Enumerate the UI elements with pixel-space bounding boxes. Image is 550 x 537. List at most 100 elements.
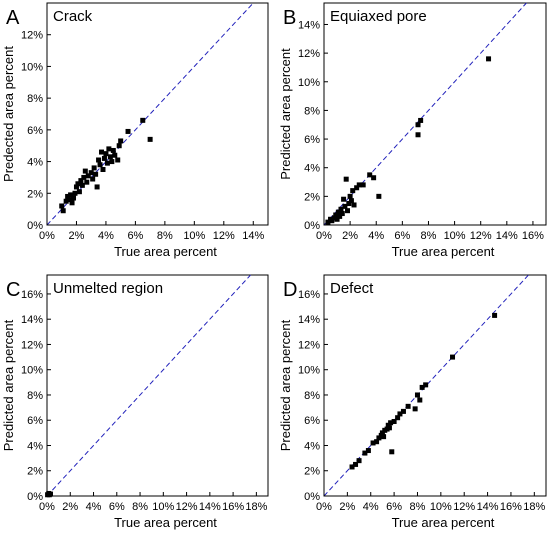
data-point (346, 201, 352, 207)
data-point (349, 464, 355, 470)
data-point (412, 406, 418, 412)
x-tick-label: 6% (127, 230, 143, 242)
data-point (415, 122, 421, 128)
panel-d: 0% 2% 4% 6% 8% 10% 12% 14% 16% 18%0%2%4%6%8%10%12… (278, 274, 547, 530)
data-point (325, 219, 331, 225)
panel-b: 0% 2% 4% 6% 8% 10% 12% 14% 16% 0% 2% 4% 6% 8% 10% 12% 14… (278, 2, 547, 259)
panel-a: 0% 2% 4% 6% 8% 10% 12% 14%0%2%4%6%8%10%12%A Crac… (1, 2, 269, 259)
panel-letter: A (6, 7, 20, 29)
y-axis-title: Predicted area percent (278, 48, 293, 180)
data-point (331, 215, 337, 221)
data-point (415, 132, 421, 138)
data-point (90, 176, 96, 182)
data-point (100, 167, 106, 172)
x-tick-label: 18% (245, 501, 267, 513)
data-point (47, 491, 53, 497)
data-point (419, 384, 425, 390)
panel-title: Unmelted region (53, 280, 163, 297)
data-point (347, 193, 353, 199)
y-tick-label: 12% (298, 48, 320, 60)
x-tick-label: 16% (522, 230, 544, 242)
data-point (360, 182, 366, 188)
data-point (450, 354, 456, 360)
data-point (82, 168, 88, 174)
data-point (73, 184, 79, 190)
data-point (395, 415, 401, 421)
y-tick-label: 12% (298, 339, 320, 351)
y-tick-label: 6% (304, 134, 320, 146)
data-point (343, 176, 349, 182)
panel-letter: D (283, 279, 297, 301)
x-tick-label: 0% (39, 501, 55, 513)
data-point (107, 154, 113, 160)
data-point (353, 461, 359, 467)
y-axis-title: Predicted area percent (278, 319, 293, 451)
y-tick-label: 6% (304, 415, 320, 427)
data-point (414, 392, 420, 398)
x-tick-label: 2% (69, 230, 85, 242)
data-point (118, 138, 124, 144)
data-point (400, 408, 406, 414)
data-point (389, 449, 395, 455)
y-axis-title: Predicted area percent (1, 319, 16, 451)
data-point (60, 208, 66, 214)
data-point (103, 151, 109, 157)
x-tick-label: 16% (222, 501, 244, 513)
data-point (85, 173, 91, 179)
data-point (417, 397, 423, 403)
data-point (391, 418, 397, 424)
x-tick-label: 0% (316, 230, 332, 242)
y-tick-label: 8% (304, 105, 320, 117)
x-tick-label: 4% (363, 501, 379, 513)
data-point (104, 160, 110, 166)
data-point (376, 435, 382, 441)
x-tick-label: 10% (183, 230, 205, 242)
data-point (115, 157, 121, 163)
y-tick-label: 6% (27, 415, 43, 427)
panel-title: Crack (53, 8, 93, 25)
data-point (381, 434, 387, 440)
data-point (76, 189, 82, 195)
data-point (59, 203, 65, 209)
x-tick-label: 6% (109, 501, 125, 513)
y-tick-label: 0% (27, 220, 43, 232)
data-point (96, 157, 102, 163)
y-tick-label: 2% (27, 188, 43, 200)
x-axis-title: True area percent (114, 244, 217, 259)
x-axis-title: True area percent (392, 244, 495, 259)
x-tick-label: 2% (339, 501, 355, 513)
plot-frame (323, 2, 547, 226)
data-point (335, 209, 341, 215)
x-tick-label: 10% (444, 230, 466, 242)
x-tick-label: 14% (242, 230, 264, 242)
data-point (338, 206, 344, 212)
data-point (112, 152, 118, 158)
y-tick-label: 2% (304, 466, 320, 478)
x-tick-label: 6% (394, 230, 410, 242)
data-point (99, 149, 105, 155)
x-tick-label: 18% (523, 501, 545, 513)
data-point (91, 165, 97, 171)
data-point (140, 117, 146, 123)
data-point (79, 182, 85, 188)
y-tick-label: 12% (21, 339, 43, 351)
data-point (109, 159, 115, 165)
x-tick-label: 12% (470, 230, 492, 242)
x-tick-label: 8% (157, 230, 173, 242)
reference-line (46, 2, 254, 226)
data-point (342, 203, 348, 209)
x-tick-label: 12% (176, 501, 198, 513)
x-tick-label: 14% (477, 501, 499, 513)
y-tick-label: 10% (21, 365, 43, 377)
y-axis-title: Predected area percent (1, 46, 16, 182)
data-point (356, 182, 362, 188)
y-tick-label: 16% (21, 289, 43, 301)
x-tick-label: 4% (86, 501, 102, 513)
data-point (97, 162, 103, 168)
y-tick-label: 12% (21, 30, 43, 42)
y-tick-label: 6% (27, 125, 43, 137)
y-tick-label: 2% (304, 191, 320, 203)
data-point (337, 213, 343, 219)
x-axis-title: True area percent (114, 515, 217, 530)
data-point (385, 422, 391, 428)
